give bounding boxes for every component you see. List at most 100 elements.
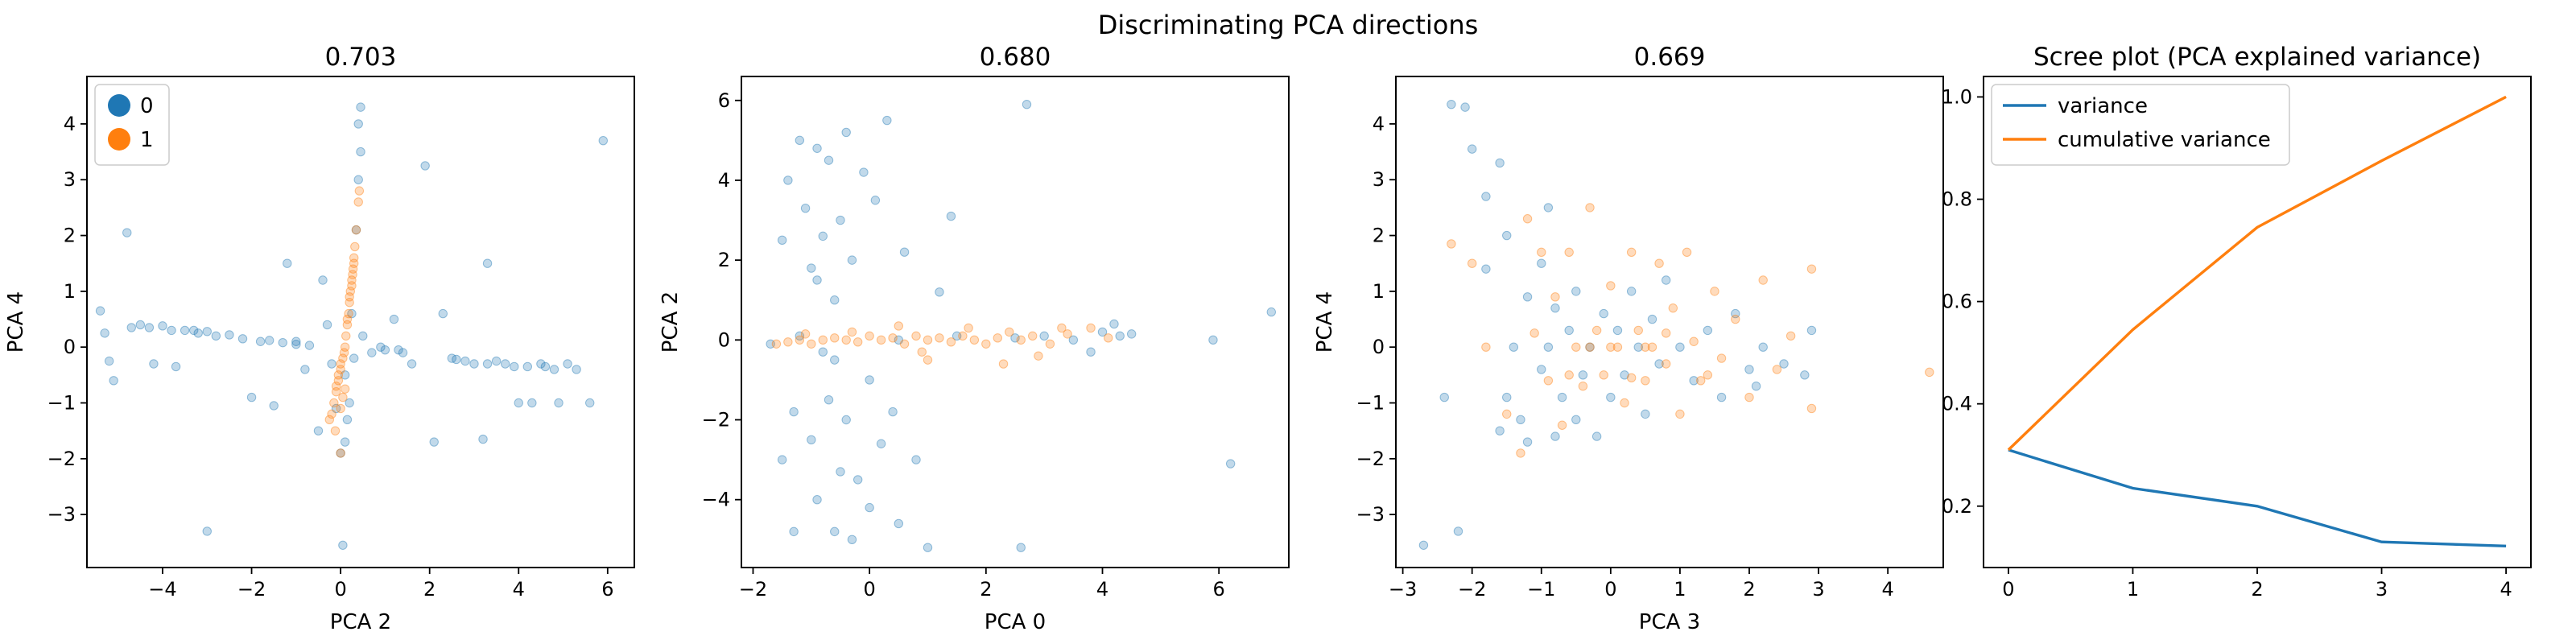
y-tick-label: −3 [1356, 503, 1385, 526]
scatter-point-class-1 [1606, 342, 1616, 352]
x-tick-label: 1 [1674, 578, 1686, 601]
scatter-point-class-1 [1057, 323, 1067, 333]
y-tick-label: 2 [1373, 225, 1385, 247]
x-tick-label: 0 [1604, 578, 1616, 601]
scatter-point-class-0 [836, 215, 845, 225]
scatter-point-class-0 [841, 127, 851, 138]
scatter-point-class-1 [1028, 331, 1038, 341]
scatter-point-class-1 [841, 335, 851, 345]
scatter-point-class-0 [1744, 365, 1754, 374]
scatter-point-class-0 [351, 225, 361, 235]
scatter-point-class-0 [322, 320, 332, 330]
scatter-point-class-1 [998, 359, 1009, 369]
scatter-point-class-0 [865, 502, 874, 513]
scatter-point-class-1 [847, 327, 857, 337]
legend-marker [108, 128, 130, 151]
scatter-point-class-1 [807, 339, 816, 349]
x-tick-label: 0 [2002, 578, 2014, 601]
scatter-point-class-0 [536, 359, 546, 369]
x-tick-label: −2 [1458, 578, 1486, 601]
scatter-point-class-0 [367, 348, 377, 357]
scatter-point-class-0 [952, 331, 962, 341]
scatter-point-class-1 [1502, 409, 1512, 419]
figure-suptitle: Discriminating PCA directions [1098, 10, 1479, 40]
scatter-point-class-1 [1689, 336, 1699, 346]
scatter-point-class-1 [1626, 247, 1637, 258]
scatter-point-class-0 [1641, 409, 1650, 419]
scatter-point-class-0 [438, 308, 448, 319]
scatter-point-class-0 [1225, 459, 1236, 469]
scatter-point-class-0 [807, 435, 816, 445]
scatter-point-class-1 [1696, 376, 1706, 386]
scatter-point-class-1 [1447, 239, 1456, 249]
scatter-point-class-1 [327, 409, 336, 419]
x-tick-label: 4 [2500, 578, 2512, 601]
scatter-point-class-0 [847, 255, 857, 265]
x-tick-label: −2 [739, 578, 767, 601]
scatter-point-class-1 [1550, 292, 1560, 302]
scatter-point-class-0 [1703, 325, 1713, 336]
scatter-point-class-1 [348, 264, 358, 274]
scatter-point-class-0 [1022, 100, 1032, 109]
scatter-point-class-0 [1266, 307, 1276, 317]
scatter-point-class-0 [283, 258, 292, 268]
x-axis-label: PCA 3 [1639, 610, 1700, 634]
scatter-point-class-0 [1522, 437, 1533, 447]
chart-panel-3: −3 −2 −1 0 1 2 3 4 −3 −2 −1 0 1 2 3 4 0.669 PCA 3 PCA 4 [1313, 43, 1944, 634]
scatter-point-class-1 [330, 426, 341, 436]
scatter-point-class-0 [469, 359, 479, 369]
scatter-point-class-1 [351, 225, 361, 235]
scatter-point-class-0 [389, 314, 399, 324]
scatter-point-class-0 [1495, 158, 1505, 168]
y-tick-label: 1 [1373, 280, 1385, 303]
scatter-point-class-0 [585, 398, 595, 408]
scatter-point-class-1 [888, 333, 898, 343]
scatter-point-class-0 [1502, 230, 1512, 241]
y-tick-label: −2 [702, 409, 730, 431]
scatter-point-class-1 [336, 403, 345, 414]
scatter-point-class-1 [324, 415, 335, 425]
scatter-point-class-1 [348, 270, 357, 279]
scatter-point-class-0 [1647, 314, 1657, 324]
scatter-point-class-0 [1537, 365, 1546, 374]
scatter-point-class-0 [225, 330, 234, 340]
scatter-point-class-1 [1785, 331, 1796, 341]
scatter-point-class-1 [1668, 303, 1678, 313]
scatter-point-class-1 [1467, 258, 1477, 268]
scatter-point-class-0 [598, 136, 609, 146]
scatter-point-class-0 [1516, 415, 1525, 425]
scatter-point-class-0 [888, 407, 898, 417]
scatter-point-class-0 [95, 306, 105, 316]
y-tick-label: 2 [64, 225, 76, 247]
y-tick-label: −1 [47, 392, 76, 415]
scatter-point-class-1 [964, 323, 973, 333]
scatter-point-class-0 [211, 331, 221, 341]
scatter-point-class-0 [852, 475, 863, 485]
scatter-point-class-0 [358, 331, 368, 341]
scatter-point-class-0 [452, 354, 461, 365]
scatter-point-class-1 [333, 370, 344, 380]
scatter-point-class-1 [1661, 359, 1671, 369]
scatter-point-class-0 [398, 348, 408, 357]
scatter-point-class-0 [1537, 258, 1546, 268]
scatter-point-class-0 [380, 345, 390, 355]
scatter-point-class-0 [1086, 347, 1096, 357]
scatter-point-class-0 [158, 321, 167, 331]
scatter-point-class-0 [1016, 543, 1026, 552]
scatter-point-class-0 [1571, 287, 1581, 296]
y-tick-label: 2 [718, 249, 730, 271]
scatter-point-class-0 [1689, 376, 1699, 386]
x-tick-label: 2 [1743, 578, 1755, 601]
scatter-point-class-0 [1550, 303, 1560, 313]
chart-title: Scree plot (PCA explained variance) [2033, 43, 2481, 72]
scatter-point-class-0 [291, 340, 301, 349]
scatter-point-class-0 [812, 494, 822, 505]
scatter-point-class-1 [339, 348, 349, 357]
legend: 01 [94, 84, 170, 166]
scatter-point-class-0 [923, 543, 933, 552]
scatter-point-class-1 [771, 339, 782, 349]
scatter-point-class-1 [800, 329, 811, 339]
scatter-point-class-1 [1647, 342, 1657, 352]
scatter-point-class-0 [304, 341, 315, 350]
